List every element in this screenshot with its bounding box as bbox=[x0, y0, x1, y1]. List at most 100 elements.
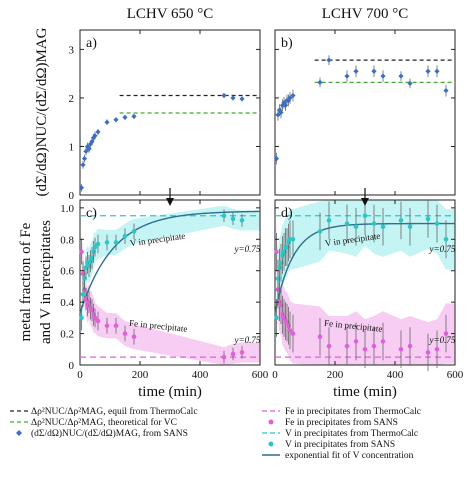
panel-c-fe-point bbox=[92, 315, 98, 321]
legend-text-v-thermocalc: V in precipitates from ThermoCalc bbox=[285, 428, 418, 439]
legend-text-equil: Δρ²NUC/Δρ²MAG, equil from ThermoCalc bbox=[31, 406, 198, 417]
panel-b-point bbox=[287, 95, 293, 101]
panel-d-v-point bbox=[443, 236, 449, 242]
panel-d-v-point bbox=[317, 229, 323, 234]
panel-d-fe-point bbox=[326, 343, 332, 349]
panel-c-v-point bbox=[80, 291, 86, 297]
panel-d-xtick-label: 400 bbox=[387, 369, 404, 381]
panel-c-v-point bbox=[95, 241, 101, 247]
panel-d-xtick-label: 200 bbox=[327, 369, 344, 381]
panel-b-point bbox=[317, 79, 323, 86]
panel-a-point bbox=[81, 156, 88, 162]
panel-c-ytick-label: 1.0 bbox=[60, 203, 74, 215]
panel-a-point bbox=[92, 133, 98, 139]
panel-d-fe-point bbox=[344, 343, 350, 349]
panel-a-point bbox=[131, 113, 137, 119]
panel-c-ytick-label: 0.2 bbox=[60, 329, 74, 341]
legend-swatch-v-sans bbox=[268, 441, 274, 447]
panel-a-point bbox=[95, 129, 101, 135]
panel-b-point bbox=[326, 57, 332, 63]
panel-a-point bbox=[104, 119, 110, 125]
panel-d-fe-point bbox=[353, 339, 359, 344]
legend-swatch-sans-ratio bbox=[16, 430, 22, 436]
x-axis-label-left: time (min) bbox=[138, 384, 202, 400]
panel-d-v-point bbox=[371, 221, 377, 226]
panel-b-point bbox=[371, 68, 377, 74]
panel-c-ytick-label: 0.6 bbox=[60, 266, 74, 278]
panel-c-xtick-label: 400 bbox=[192, 369, 209, 381]
legend-text-fe-thermocalc: Fe in precipitates from ThermoCalc bbox=[285, 406, 421, 417]
panel-c-fe-fit-param: y=0.75 bbox=[234, 335, 261, 345]
panel-c-fe-point bbox=[239, 350, 245, 355]
panel-c-fe-point bbox=[113, 323, 119, 329]
panel-c-fe-point bbox=[79, 249, 84, 255]
panel-c-v-point bbox=[122, 233, 128, 239]
panel-d-v-point bbox=[326, 218, 332, 223]
panel-c-v-point bbox=[113, 240, 119, 245]
panel-d-arrow-head bbox=[361, 198, 369, 206]
panel-c-arrow-head bbox=[166, 198, 174, 206]
panel-d-v-point bbox=[380, 224, 386, 230]
panel-c-uncertainty-band bbox=[81, 205, 260, 338]
panel-a-ytick-label: 2 bbox=[69, 93, 75, 105]
panel-c-letter: c) bbox=[86, 206, 97, 221]
panel-d-fe-point bbox=[290, 331, 296, 336]
legend-text-fe-sans: Fe in precipitates from SANS bbox=[285, 417, 398, 428]
panel-d-fe-point bbox=[380, 339, 386, 344]
panel-c-v-point bbox=[230, 216, 236, 222]
panel-a-point bbox=[83, 148, 89, 154]
panel-b-frame bbox=[274, 29, 456, 196]
panel-b-title: LCHV 700 °C bbox=[322, 6, 409, 22]
panel-a-point bbox=[239, 96, 245, 102]
bottom-y-axis-label-2: and V in precipitates bbox=[38, 220, 54, 344]
panel-a-point bbox=[78, 185, 85, 191]
panel-a-ytick-label: 0 bbox=[69, 190, 75, 202]
panel-a-point bbox=[113, 117, 119, 123]
panel-c-xtick-label: 600 bbox=[252, 369, 269, 381]
panel-b-point bbox=[353, 68, 359, 74]
panel-c-ytick-label: 0.4 bbox=[60, 297, 74, 309]
panel-d-fe-fit-param: y=0.75 bbox=[429, 335, 456, 345]
panel-c-v-point bbox=[239, 218, 245, 223]
panel-d-fe-point bbox=[425, 350, 431, 355]
panel-a-point bbox=[122, 114, 128, 120]
panel-c-fe-point bbox=[122, 331, 128, 336]
top-y-axis-label: (dΣ/dΩ)NUC/(dΣ/dΩ)MAG bbox=[34, 27, 50, 196]
panel-d-fe-point bbox=[371, 343, 377, 349]
panel-c-fe-point bbox=[95, 318, 101, 324]
panel-c-v-point bbox=[131, 229, 137, 234]
panel-b-point bbox=[407, 80, 413, 86]
panel-a-point bbox=[86, 146, 92, 152]
panel-c-ytick-label: 0 bbox=[69, 360, 75, 372]
panel-c-v-point bbox=[221, 213, 227, 219]
panel-d-v-point bbox=[353, 224, 359, 230]
panel-d-xtick-label: 0 bbox=[272, 369, 278, 381]
panel-d-xtick-label: 600 bbox=[447, 369, 464, 381]
panel-c-v-fit-param: y=0.75 bbox=[234, 244, 261, 254]
panel-b-point bbox=[273, 156, 280, 162]
panel-d-fe-point bbox=[287, 328, 293, 333]
panel-a-point bbox=[221, 92, 227, 99]
panel-d-fe-point bbox=[434, 346, 440, 352]
panel-d-fe-point bbox=[274, 249, 279, 255]
panel-c-v-point bbox=[104, 240, 110, 245]
panel-a-title: LCHV 650 °C bbox=[127, 6, 214, 22]
panel-d-fe-point bbox=[362, 346, 368, 352]
panel-d-fe-point bbox=[407, 343, 413, 349]
legend-text-exp-fit: exponential fit of V concentration bbox=[285, 450, 414, 461]
panel-c-xtick-label: 200 bbox=[132, 369, 149, 381]
panel-d-v-point bbox=[425, 216, 431, 222]
panel-c-fit-line bbox=[79, 210, 261, 314]
panel-b-point bbox=[398, 73, 404, 79]
panel-c-fe-point bbox=[131, 334, 137, 340]
legend-text-theoretical: Δρ²NUC/Δρ²MAG, theoretical for VC bbox=[31, 417, 177, 428]
panel-a-letter: a) bbox=[86, 36, 97, 51]
panel-b-letter: b) bbox=[281, 36, 293, 51]
panel-c-xtick-label: 0 bbox=[77, 369, 83, 381]
panel-d-fe-point bbox=[317, 334, 323, 340]
panel-a-ytick-label: 3 bbox=[69, 44, 75, 56]
panel-d-v-fit-param: y=0.75 bbox=[429, 244, 456, 254]
panel-b-point bbox=[425, 68, 431, 74]
bottom-y-axis-label-1: metal fraction of Fe bbox=[18, 222, 34, 341]
panel-d-letter: d) bbox=[281, 206, 293, 221]
